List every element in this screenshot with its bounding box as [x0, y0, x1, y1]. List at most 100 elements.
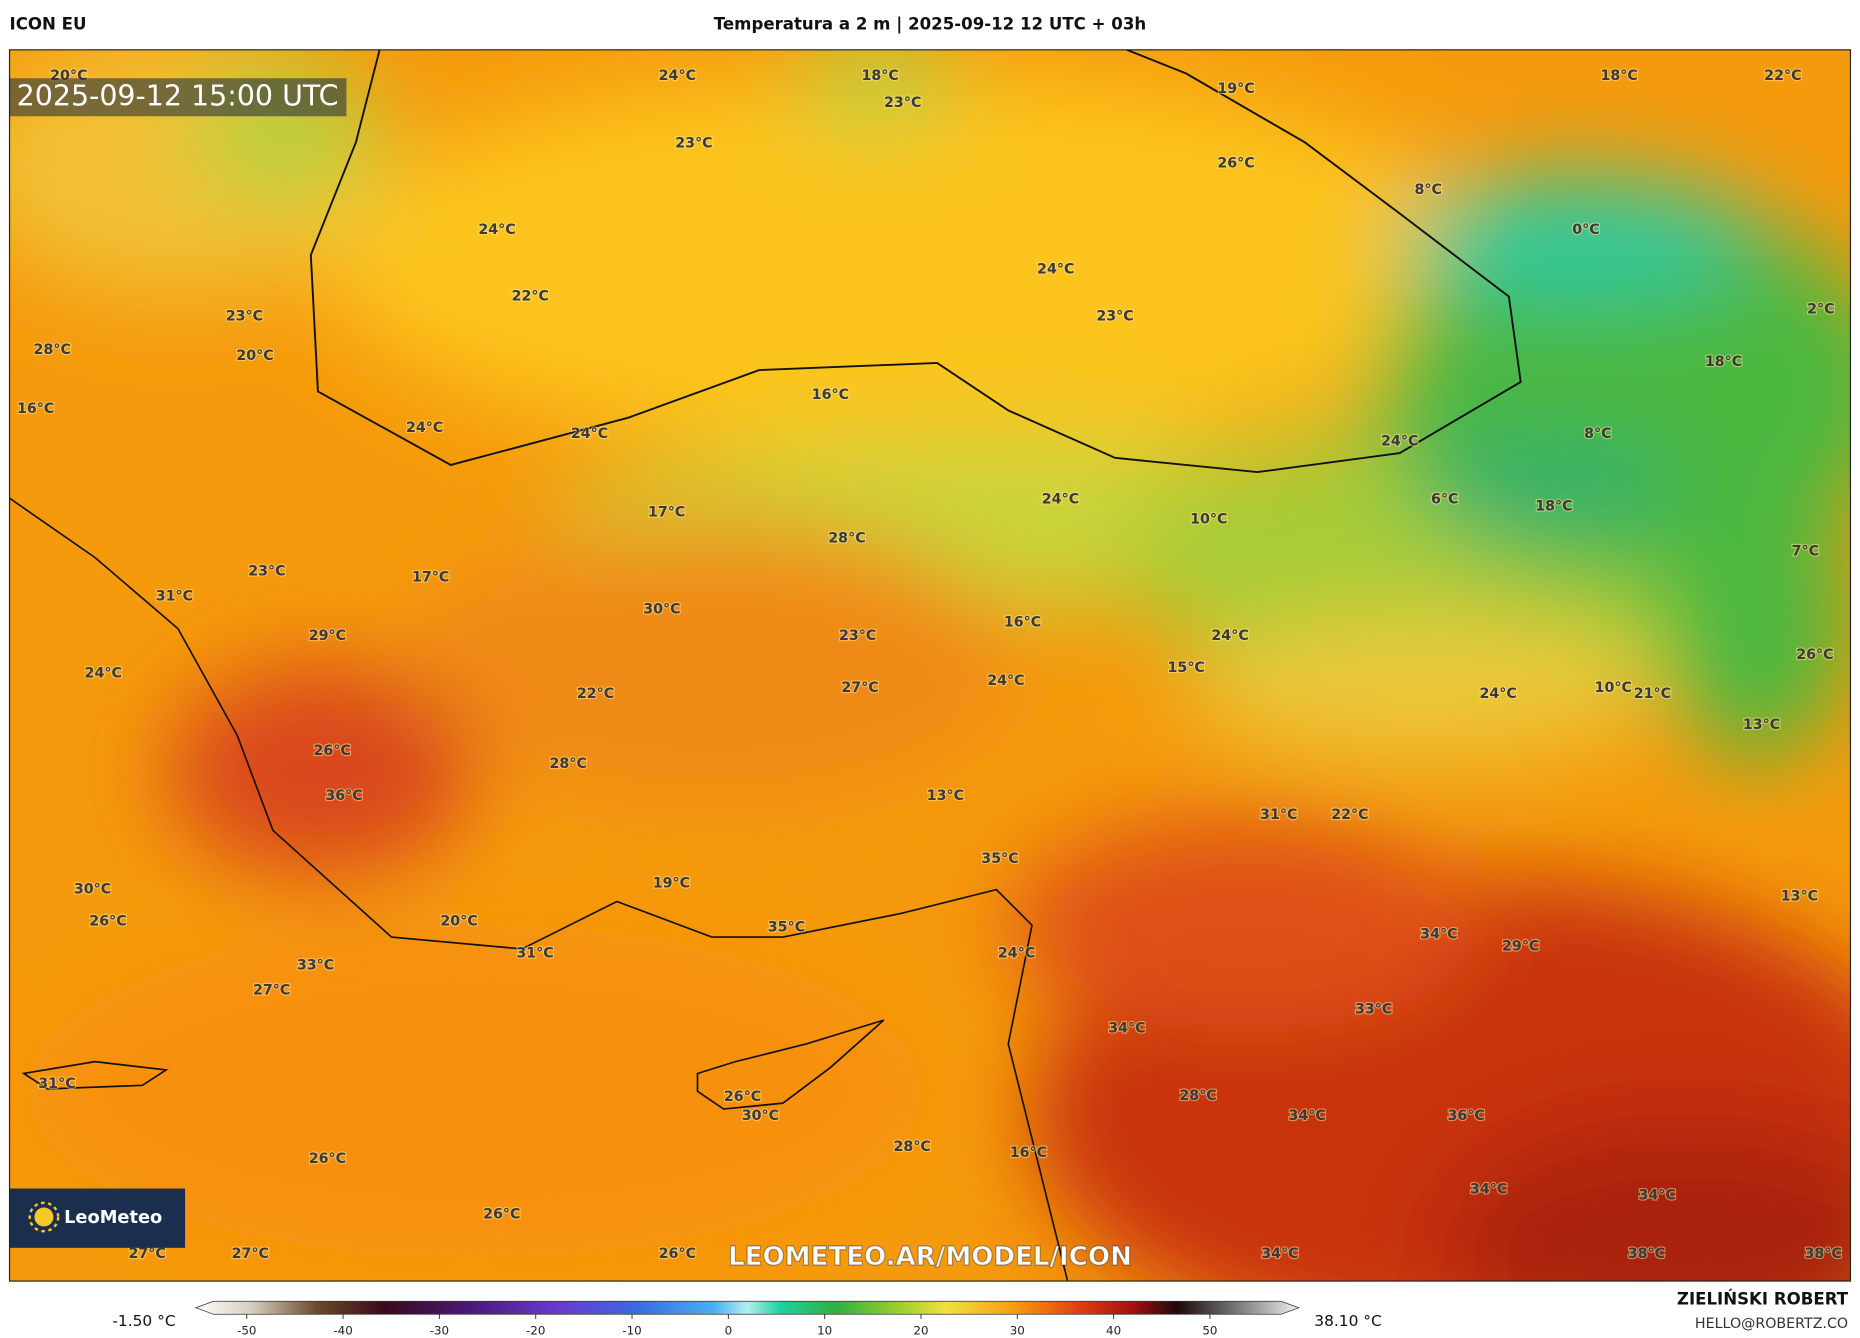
author: ZIELIŃSKI ROBERT — [1677, 1290, 1849, 1309]
temperature-label: 31°C — [156, 589, 193, 605]
temperature-label: 16°C — [1010, 1145, 1047, 1161]
temperature-label: 8°C — [1414, 182, 1441, 198]
temperature-label: 6°C — [1431, 491, 1458, 507]
temperature-label: 24°C — [659, 68, 696, 84]
temperature-label: 38°C — [1805, 1246, 1842, 1262]
temperature-label: 23°C — [248, 564, 285, 580]
temperature-label: 26°C — [313, 743, 350, 759]
temperature-label: 15°C — [1168, 660, 1205, 676]
colorbar-ticks: -50 -40 -30 -20 -10 0 10 20 30 40 50 — [237, 1314, 1217, 1337]
colorbar — [194, 1300, 1300, 1315]
temperature-label: 27°C — [232, 1246, 269, 1262]
map: 24°C 18°C 23°C 19°C 18°C 22°C 20°C 23°C 26°C 8°C 0… — [9, 49, 1851, 1282]
colorbar-tick-label: -30 — [430, 1323, 449, 1337]
colorbar-tick-label: 30 — [1010, 1323, 1025, 1337]
map-frame — [8, 49, 1852, 1282]
temperature-label: 23°C — [884, 95, 921, 111]
temperature-label: 7°C — [1792, 544, 1819, 560]
temperature-label: 2°C — [1807, 302, 1834, 318]
temperature-label: 26°C — [89, 914, 126, 930]
temperature-label: 20°C — [440, 914, 477, 930]
temperature-label: 28°C — [1179, 1088, 1216, 1104]
logo-text: LeoMeteo — [64, 1207, 162, 1228]
temperature-label: 28°C — [550, 756, 587, 772]
temperature-label: 26°C — [309, 1151, 346, 1167]
temperature-label: 35°C — [768, 920, 805, 936]
temperature-label: 16°C — [17, 401, 54, 417]
temperature-label: 33°C — [297, 958, 334, 974]
temperature-label: 30°C — [74, 882, 111, 898]
temperature-label: 16°C — [1004, 615, 1041, 631]
temperature-label: 29°C — [309, 628, 346, 644]
temperature-label: 21°C — [1634, 686, 1671, 702]
temperature-label: 18°C — [1600, 68, 1637, 84]
temperature-label: 29°C — [1502, 939, 1539, 955]
mediterranean-coast — [9, 497, 1069, 1282]
temperature-label: 22°C — [1764, 68, 1801, 84]
temperature-label: 16°C — [812, 387, 849, 403]
temperature-label: 23°C — [675, 136, 712, 152]
temperature-label: 26°C — [724, 1089, 761, 1105]
temperature-label: 35°C — [981, 851, 1018, 867]
temperature-label: 36°C — [325, 788, 362, 804]
timestamp-box — [9, 78, 347, 117]
temperature-label: 24°C — [478, 222, 515, 238]
temperature-label: 22°C — [577, 686, 614, 702]
temperature-label: 27°C — [253, 982, 290, 998]
temperature-label: 13°C — [1743, 717, 1780, 733]
temperature-label: 27°C — [128, 1246, 165, 1262]
temperature-label: 34°C — [1420, 927, 1457, 943]
temperature-label: 18°C — [1535, 498, 1572, 514]
temperature-label: 28°C — [894, 1139, 931, 1155]
temperature-label: 28°C — [828, 531, 865, 547]
temperature-label: 26°C — [483, 1207, 520, 1223]
temperature-label: 34°C — [1470, 1182, 1507, 1198]
temperature-label: 17°C — [648, 504, 685, 520]
email: HELLO@ROBERTZ.CO — [1695, 1316, 1848, 1332]
temperature-label: 24°C — [571, 426, 608, 442]
temperature-label: 19°C — [653, 876, 690, 892]
temperature-label: 38°C — [1628, 1246, 1665, 1262]
colorbar-tick-label: 50 — [1202, 1323, 1217, 1337]
temperature-label: 34°C — [1289, 1108, 1326, 1124]
colorbar-tick-label: -10 — [622, 1323, 641, 1337]
temperature-label: 26°C — [1796, 647, 1833, 663]
temperature-label: 24°C — [1211, 628, 1248, 644]
colorbar-tick-label: 0 — [725, 1323, 733, 1337]
logo-sun — [28, 1201, 60, 1233]
cyprus — [696, 1019, 885, 1110]
temperature-label: 13°C — [927, 788, 964, 804]
temperature-label: 23°C — [1096, 309, 1133, 325]
crete — [21, 1060, 169, 1090]
temperature-label: 17°C — [412, 570, 449, 586]
temperature-label: 28°C — [34, 342, 71, 358]
temperature-label: 30°C — [643, 602, 680, 618]
temperature-label: 24°C — [1480, 686, 1517, 702]
temperature-label: 22°C — [512, 289, 549, 305]
temperature-label: 30°C — [742, 1108, 779, 1124]
colorbar-tick-label: -40 — [333, 1323, 352, 1337]
temperature-label: 10°C — [1595, 680, 1632, 696]
temperature-label: 20°C — [236, 348, 273, 364]
temperature-label: 18°C — [1705, 354, 1742, 370]
black-sea-coast — [309, 49, 1522, 474]
temperature-label: 8°C — [1584, 426, 1611, 442]
model-name: ICON EU — [10, 14, 87, 33]
temperature-label: 24°C — [406, 420, 443, 436]
colorbar-min: -1.50 °C — [112, 1312, 175, 1330]
temperature-labels: 24°C 18°C 23°C 19°C 18°C 22°C 20°C 23°C 26°C 8°C 0… — [16, 67, 1843, 1263]
watermark: LEOMETEO.AR/MODEL/ICON — [728, 1242, 1132, 1272]
temperature-label: 24°C — [1042, 491, 1079, 507]
temperature-label: 27°C — [841, 680, 878, 696]
temperature-label: 34°C — [1108, 1020, 1145, 1036]
temperature-label: 24°C — [998, 946, 1035, 962]
colorbar-tick-label: -20 — [526, 1323, 545, 1337]
temperature-label: 24°C — [1381, 433, 1418, 449]
temperature-label: 34°C — [1638, 1188, 1675, 1204]
timestamp: 2025-09-12 15:00 UTC — [17, 79, 339, 112]
temperature-label: 0°C — [1572, 222, 1599, 238]
temperature-label: 33°C — [1355, 1001, 1392, 1017]
temperature-label: 24°C — [987, 673, 1024, 689]
colorbar-max: 38.10 °C — [1314, 1312, 1381, 1330]
